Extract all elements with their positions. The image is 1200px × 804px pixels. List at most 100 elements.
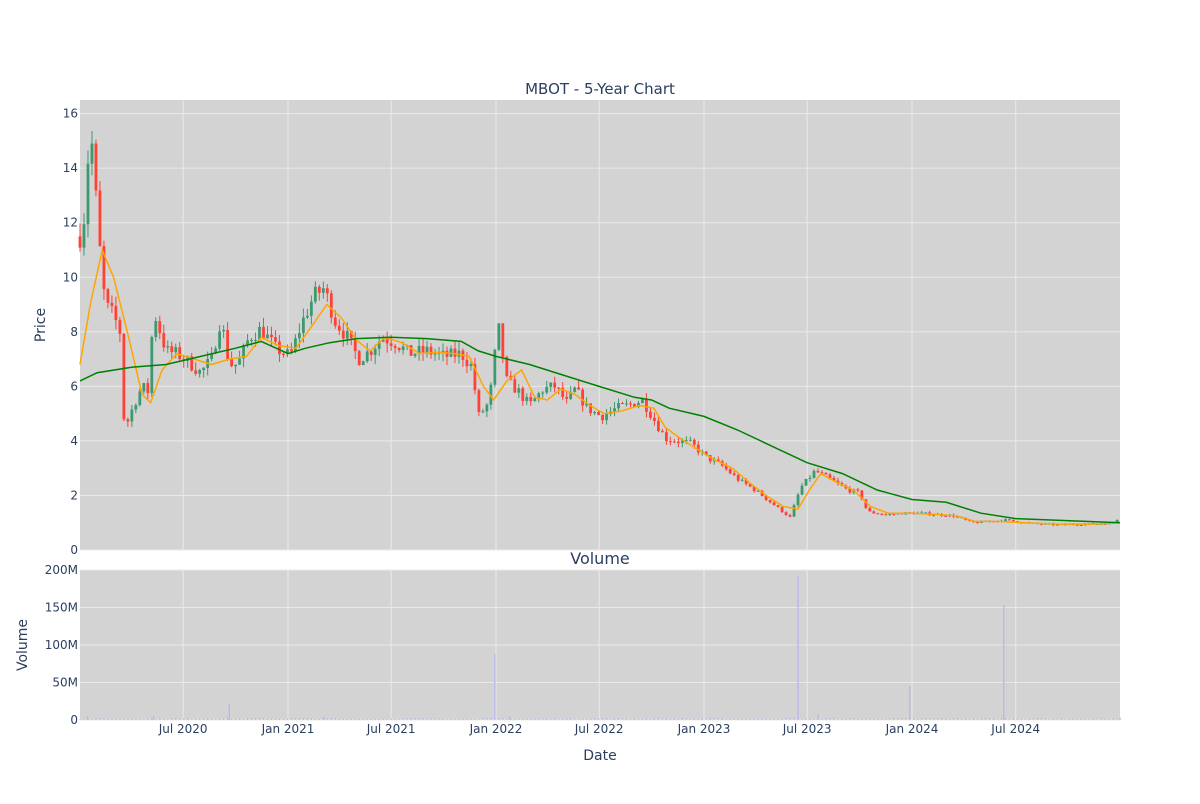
candle-body [768, 499, 772, 503]
volume-bar [234, 718, 237, 720]
volume-bar [238, 718, 241, 720]
volume-spike-bar [86, 716, 89, 720]
volume-bar [442, 718, 444, 720]
volume-bar [458, 719, 460, 720]
candle-body [764, 496, 768, 500]
date-axis-title: Date [583, 748, 616, 764]
candle-body [250, 339, 253, 341]
candle-body [138, 391, 142, 406]
candle-body [1004, 519, 1007, 522]
volume-bar [171, 718, 173, 720]
volume-bar [873, 718, 875, 720]
volume-bar [482, 718, 484, 720]
candle-body [621, 403, 624, 405]
candle-body [816, 470, 820, 473]
candle-body [573, 387, 577, 392]
candle-body [345, 330, 349, 339]
volume-bar [637, 719, 640, 720]
volume-bar [633, 718, 636, 720]
candle-body [313, 286, 317, 302]
candle-body [166, 346, 170, 348]
volume-bar [976, 718, 979, 720]
volume-bar [370, 718, 372, 720]
candle-body [282, 354, 285, 356]
candle-body [684, 440, 688, 442]
volume-bar [765, 718, 767, 720]
volume-bar [358, 718, 360, 720]
volume-bar [270, 718, 273, 720]
candle-body [661, 431, 664, 433]
candle-body [242, 345, 245, 359]
candle-body [756, 490, 760, 492]
candle-body [716, 459, 720, 462]
candle-body [812, 470, 816, 478]
candle-body [740, 479, 744, 481]
candle-body [1012, 519, 1015, 522]
volume-bar [378, 719, 380, 720]
volume-bar [901, 718, 903, 720]
candle-body [146, 383, 150, 394]
candle-body [792, 505, 796, 517]
candle-body [298, 333, 301, 339]
candle-body [305, 315, 309, 318]
candle-body [238, 358, 241, 365]
volume-bar [689, 718, 691, 720]
volume-bar [131, 718, 133, 720]
volume-bar [645, 718, 648, 720]
candle-body [752, 486, 756, 491]
candle-body [246, 340, 249, 346]
candle-body [473, 364, 477, 391]
ma-slow-line [79, 336, 1121, 524]
volume-bar [338, 718, 340, 720]
candle-body [601, 414, 604, 421]
volume-bar [286, 718, 289, 720]
candle-body [653, 417, 656, 421]
volume-bar [578, 719, 580, 720]
candle-body [106, 289, 110, 303]
volume-bar [195, 718, 197, 720]
volume-bar [203, 718, 205, 720]
volume-bar [526, 718, 528, 720]
candle-body [581, 389, 585, 406]
price-plot-area [80, 100, 1120, 550]
candle-body [373, 348, 377, 355]
candle-body [553, 382, 557, 388]
candle-body [549, 382, 553, 387]
volume-bar [1092, 717, 1094, 720]
volume-bar [143, 718, 145, 720]
volume-bar [705, 718, 707, 720]
volume-bar [242, 719, 245, 720]
volume-bar [207, 718, 209, 720]
volume-tick-label: 50M [52, 676, 78, 690]
volume-bar [968, 719, 971, 720]
volume-bar [980, 718, 983, 720]
volume-spike-bar [797, 576, 799, 720]
volume-bar [103, 718, 105, 720]
date-tick-label: Jan 2021 [261, 722, 315, 736]
volume-bar [685, 718, 687, 720]
candle-body [134, 405, 138, 410]
volume-bar [833, 717, 835, 720]
volume-bar [925, 718, 927, 720]
candle-body [664, 432, 668, 442]
chart-title: MBOT - 5-Year Chart [525, 80, 675, 98]
volume-bar [1064, 719, 1066, 720]
volume-spike-bar [508, 716, 511, 720]
volume-bar [605, 717, 608, 720]
candle-body [828, 474, 832, 478]
volume-bar [885, 719, 887, 720]
candle-body [1079, 524, 1083, 526]
volume-bar [960, 718, 963, 720]
candle-body [824, 472, 828, 475]
date-tick-label: Jan 2024 [885, 722, 939, 736]
candle-body [593, 411, 596, 414]
volume-bar [1012, 718, 1015, 720]
volume-bar [1112, 718, 1114, 720]
volume-bar [673, 718, 675, 720]
candle-body [541, 392, 545, 394]
candle-body [668, 441, 672, 443]
volume-bar [282, 719, 285, 720]
volume-bar [589, 718, 592, 720]
volume-bar [761, 717, 763, 720]
volume-bar [889, 718, 891, 720]
